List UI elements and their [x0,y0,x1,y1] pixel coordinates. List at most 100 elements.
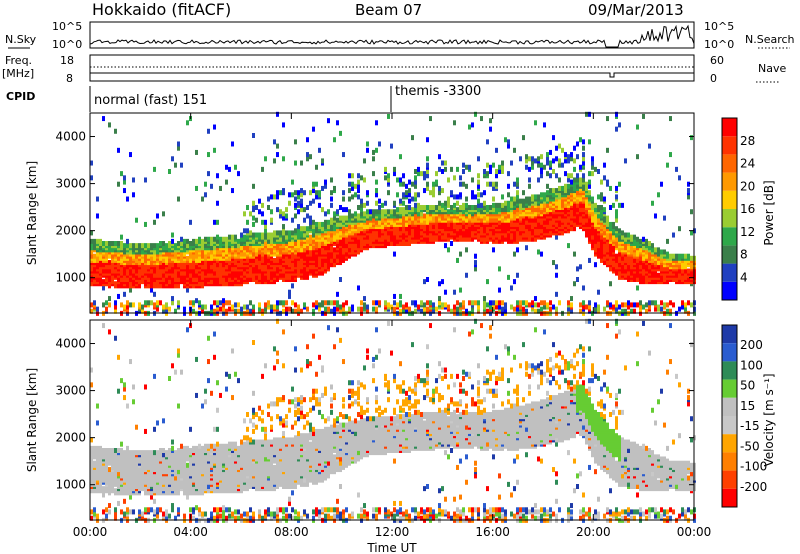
power-cell [315,300,318,306]
power-cell [495,169,498,174]
power-cell [492,185,495,191]
power-cell [660,306,663,312]
power-cell [294,160,297,166]
power-cell [360,300,363,306]
power-cell [576,173,579,179]
power-cell [150,243,153,249]
power-cell [420,171,423,177]
power-cell [330,177,333,183]
power-cell [246,219,249,225]
power-cell [348,243,351,249]
power-cell [528,177,531,183]
power-cell [276,207,279,213]
power-cell [597,169,600,174]
power-cell [690,255,693,261]
power-cell [309,190,312,196]
power-cell [324,306,327,312]
power-cell [624,302,627,308]
power-cell [288,230,291,236]
power-cell [126,281,129,287]
power-cell [231,234,234,240]
power-cell [279,300,282,306]
power-cell [465,247,468,253]
power-cell [660,300,663,306]
power-cell [483,300,486,306]
power-cell [144,268,147,274]
power-cell [591,196,594,202]
power-cell [342,306,345,312]
power-cell [453,175,456,181]
power-cell [591,164,594,170]
power-cell [360,243,363,249]
power-cell [420,300,423,306]
power-cell [138,302,141,308]
power-cell [471,205,474,210]
power-cell [171,300,174,306]
power-cell [534,194,537,200]
power-cell [357,183,360,189]
power-cell [138,243,141,249]
power-cell [429,116,432,122]
power-cell [186,238,189,244]
power-cell [444,302,447,308]
power-cell [216,173,219,179]
power-cell [381,202,384,208]
power-cell [213,147,216,153]
colorbar-segment [722,227,737,246]
power-cell [309,219,312,225]
power-cell [669,300,672,306]
power-cell [309,234,312,240]
power-cell [492,300,495,306]
power-cell [402,181,405,187]
power-cell [303,217,306,223]
power-cell [435,179,438,185]
power-cell [555,264,558,270]
power-cell [636,241,639,246]
power-cell [252,221,255,227]
power-cell [141,266,144,272]
power-cell [462,300,465,306]
power-cell [597,253,600,259]
power-cell [576,177,579,183]
power-cell [168,247,171,253]
power-cell [159,268,162,274]
power-cell [294,190,297,196]
power-cell [441,279,444,285]
power-cell [153,291,156,297]
power-cell [348,209,351,215]
power-cell [525,164,528,170]
power-cell [324,211,327,217]
power-cell [417,207,420,213]
power-cell [246,272,249,278]
power-cell [384,200,387,206]
power-cell [252,133,255,138]
power-cell [603,175,606,181]
power-cell [348,181,351,187]
power-cell [411,181,414,187]
power-cell [117,264,120,270]
power-cell [369,209,372,215]
power-cell [285,300,288,306]
power-cell [369,238,372,244]
power-cell [528,166,531,172]
power-cell [525,245,528,251]
power-cell [186,287,189,293]
power-cell [471,122,474,128]
power-cell [315,164,318,170]
power-cell [555,272,558,278]
power-cell [465,196,468,202]
velocity-cell [90,509,93,515]
power-cell [687,300,690,306]
power-cell [438,190,441,196]
power-cell [642,304,645,310]
power-cell [393,251,396,257]
power-cell [222,302,225,308]
power-cell [345,300,348,306]
power-cell [678,306,681,312]
power-cell [648,300,651,306]
power-cell [426,156,429,162]
power-cell [474,253,477,259]
power-cell [444,166,447,172]
power-cell [108,247,111,253]
power-cell [393,300,396,306]
